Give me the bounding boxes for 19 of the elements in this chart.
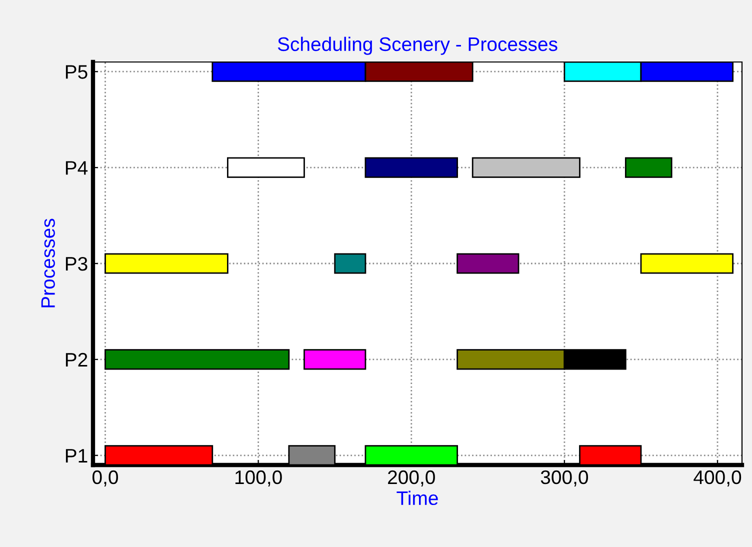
x-axis-title: Time [396,490,438,506]
y-tick-label: P3 [66,256,88,271]
bar [334,253,366,274]
bar [364,157,458,178]
bar [472,157,580,178]
x-tick-label: 400,0 [694,470,742,486]
bar [456,253,520,274]
chart-title: Scheduling Scenery - Processes [278,36,558,55]
y-tick-label: P1 [66,449,88,462]
bar [227,157,305,178]
x-tick-label: 200,0 [388,470,435,486]
y-tick-label: P2 [66,352,88,366]
bar [304,349,366,370]
x-tick-label: 300,0 [540,470,588,486]
x-tick-label: 100,0 [235,470,282,486]
y-axis-title: Processes [41,218,55,308]
y-tick-label: P4 [66,161,88,175]
x-tick-label: 0,0 [92,470,118,486]
y-tick-label: P5 [66,65,88,79]
